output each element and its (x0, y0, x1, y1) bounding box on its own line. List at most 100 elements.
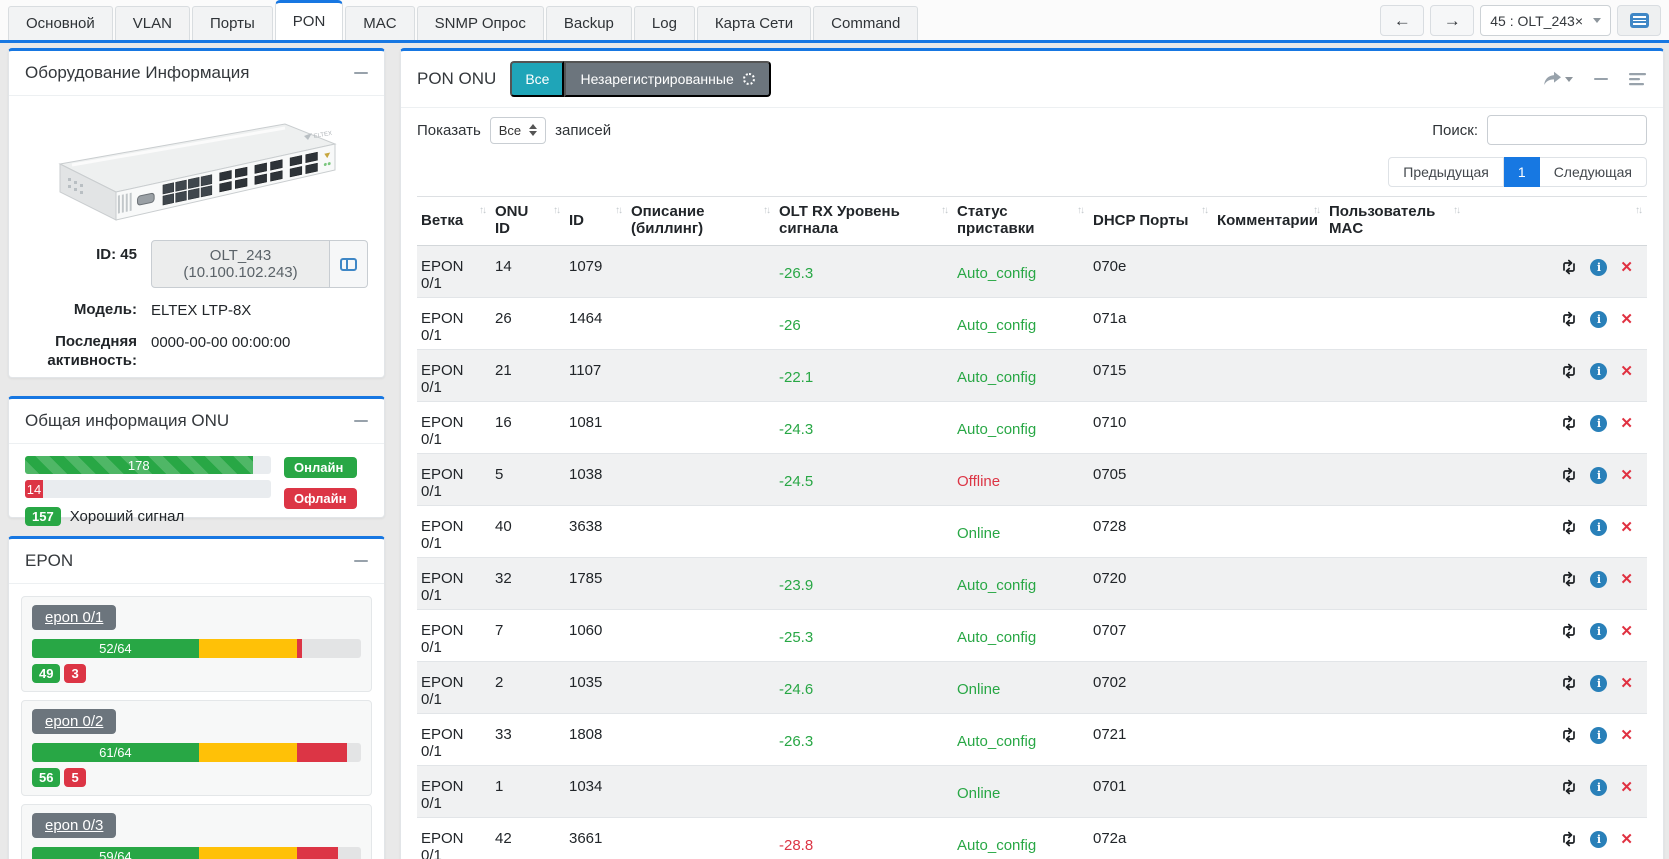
collapse-icon[interactable] (354, 559, 368, 563)
collapse-panel-button[interactable] (1594, 77, 1608, 81)
epon-port-link-epon-0-3[interactable]: epon 0/3 (32, 813, 117, 838)
repeat-icon (1563, 831, 1576, 847)
column-header-9[interactable]: Пользователь MAC ↑↓ (1325, 196, 1465, 246)
column-header-1[interactable]: Ветка ↑↓ (417, 196, 491, 246)
good-signal-row: 157 Хороший сигнал (25, 507, 271, 526)
reboot-button[interactable] (1561, 831, 1577, 847)
reboot-button[interactable] (1561, 675, 1577, 691)
info-button[interactable]: i (1590, 258, 1608, 276)
cell-comments (1213, 714, 1325, 766)
column-header-7[interactable]: DHCP Порты ↑↓ (1089, 196, 1213, 246)
collapse-icon[interactable] (354, 71, 368, 75)
rx-signal-value: -26.3 (779, 733, 814, 750)
reboot-button[interactable] (1561, 519, 1577, 535)
delete-button[interactable]: ✕ (1620, 519, 1633, 537)
offline-progressbar: 14 (25, 480, 271, 498)
info-button[interactable]: i (1590, 310, 1608, 328)
table-row: EPON 0/1 21 1107 -22.1 Auto_config 0715 i ✕ (417, 349, 1647, 402)
delete-button[interactable]: ✕ (1620, 727, 1633, 745)
reboot-button[interactable] (1561, 727, 1577, 743)
column-header-2[interactable]: ONU ID ↑↓ (491, 196, 565, 246)
tab-command[interactable]: Command (813, 6, 919, 40)
info-button[interactable]: i (1590, 414, 1608, 432)
column-header-8[interactable]: Комментарии ↑↓ (1213, 196, 1325, 246)
reboot-button[interactable] (1561, 779, 1577, 795)
info-button[interactable]: i (1590, 778, 1608, 796)
tab-ports[interactable]: Порты (191, 6, 273, 40)
reboot-button[interactable] (1561, 623, 1577, 639)
column-header-3[interactable]: ID ↑↓ (565, 196, 627, 246)
column-header-6[interactable]: Статус приставки ↑↓ (953, 196, 1089, 246)
show-entries-select[interactable]: Все (489, 116, 547, 144)
info-button[interactable]: i (1590, 570, 1608, 588)
cell-user-mac (1325, 818, 1465, 859)
column-header-10[interactable]: ↑↓ (1465, 196, 1647, 246)
epon-port-progressbar: 59/64 (32, 847, 361, 859)
search-input[interactable] (1487, 115, 1647, 145)
delete-button[interactable]: ✕ (1620, 311, 1633, 329)
pagination-next-button[interactable]: Следующая (1539, 157, 1647, 187)
reboot-button[interactable] (1561, 363, 1577, 379)
info-button[interactable]: i (1590, 622, 1608, 640)
panel-menu-button[interactable] (1629, 72, 1647, 86)
info-button[interactable]: i (1590, 466, 1608, 484)
cell-onu-id: 2 (495, 674, 504, 691)
epon-port-link-epon-0-1[interactable]: epon 0/1 (32, 605, 117, 630)
tab-vlan[interactable]: VLAN (114, 6, 190, 40)
device-list-button[interactable] (1617, 5, 1661, 36)
tab-log[interactable]: Log (633, 6, 695, 40)
device-select[interactable]: 45 : OLT_243× (1480, 5, 1611, 36)
export-button[interactable] (1542, 71, 1573, 87)
device-name-button[interactable]: OLT_243 (10.100.102.243) (151, 240, 330, 288)
delete-button[interactable]: ✕ (1620, 623, 1633, 641)
pagination-page-1-button[interactable]: 1 (1503, 157, 1540, 187)
info-button[interactable]: i (1590, 830, 1608, 848)
cell-rx-signal (775, 766, 953, 818)
info-button[interactable]: i (1590, 362, 1608, 380)
collapse-icon[interactable] (354, 419, 368, 423)
pagination-prev-button[interactable]: Предыдущая (1388, 157, 1504, 187)
reboot-button[interactable] (1561, 571, 1577, 587)
filter-all-button[interactable]: Все (510, 61, 565, 97)
cell-onu-id: 32 (495, 570, 512, 587)
reboot-button[interactable] (1561, 311, 1577, 327)
epon-port-link-epon-0-2[interactable]: epon 0/2 (32, 709, 117, 734)
delete-button[interactable]: ✕ (1620, 571, 1633, 589)
info-button[interactable]: i (1590, 518, 1608, 536)
info-button[interactable]: i (1590, 726, 1608, 744)
cell-onu-id: 33 (495, 726, 512, 743)
tab-main[interactable]: Основной (8, 6, 113, 40)
spinner-icon (742, 73, 755, 85)
delete-button[interactable]: ✕ (1620, 259, 1633, 277)
delete-button[interactable]: ✕ (1620, 831, 1633, 849)
tab-backup[interactable]: Backup (545, 6, 632, 40)
cell-description (627, 506, 775, 558)
reboot-button[interactable] (1561, 415, 1577, 431)
next-device-button[interactable]: → (1430, 5, 1475, 36)
device-table-button[interactable] (330, 240, 368, 288)
info-button[interactable]: i (1590, 674, 1608, 692)
prev-device-button[interactable]: ← (1380, 5, 1425, 36)
delete-button[interactable]: ✕ (1620, 675, 1633, 693)
cell-rx-signal: -26.3 (775, 246, 953, 298)
cell-comments (1213, 506, 1325, 558)
delete-button[interactable]: ✕ (1620, 779, 1633, 797)
pon-onu-card: PON ONU Все Незарегистрированные (400, 48, 1664, 859)
tab-pon[interactable]: PON (274, 0, 344, 40)
delete-button[interactable]: ✕ (1620, 363, 1633, 381)
tab-network-map[interactable]: Карта Сети (696, 6, 812, 40)
menu-lines-icon (1629, 73, 1646, 86)
tab-mac[interactable]: MAC (345, 6, 415, 40)
reboot-button[interactable] (1561, 467, 1577, 483)
table-row: EPON 0/1 14 1079 -26.3 Auto_config 070e i ✕ (417, 245, 1647, 298)
filter-unregistered-label: Незарегистрированные (580, 71, 734, 87)
delete-button[interactable]: ✕ (1620, 467, 1633, 485)
sort-icon: ↑↓ (1077, 205, 1085, 216)
good-signal-label: Хороший сигнал (69, 508, 185, 525)
reboot-button[interactable] (1561, 259, 1577, 275)
tab-snmp-poll[interactable]: SNMP Опрос (416, 6, 544, 40)
filter-unregistered-button[interactable]: Незарегистрированные (564, 61, 771, 97)
column-header-4[interactable]: Описание (биллинг) ↑↓ (627, 196, 775, 246)
delete-button[interactable]: ✕ (1620, 415, 1633, 433)
column-header-5[interactable]: OLT RX Уровень сигнала ↑↓ (775, 196, 953, 246)
